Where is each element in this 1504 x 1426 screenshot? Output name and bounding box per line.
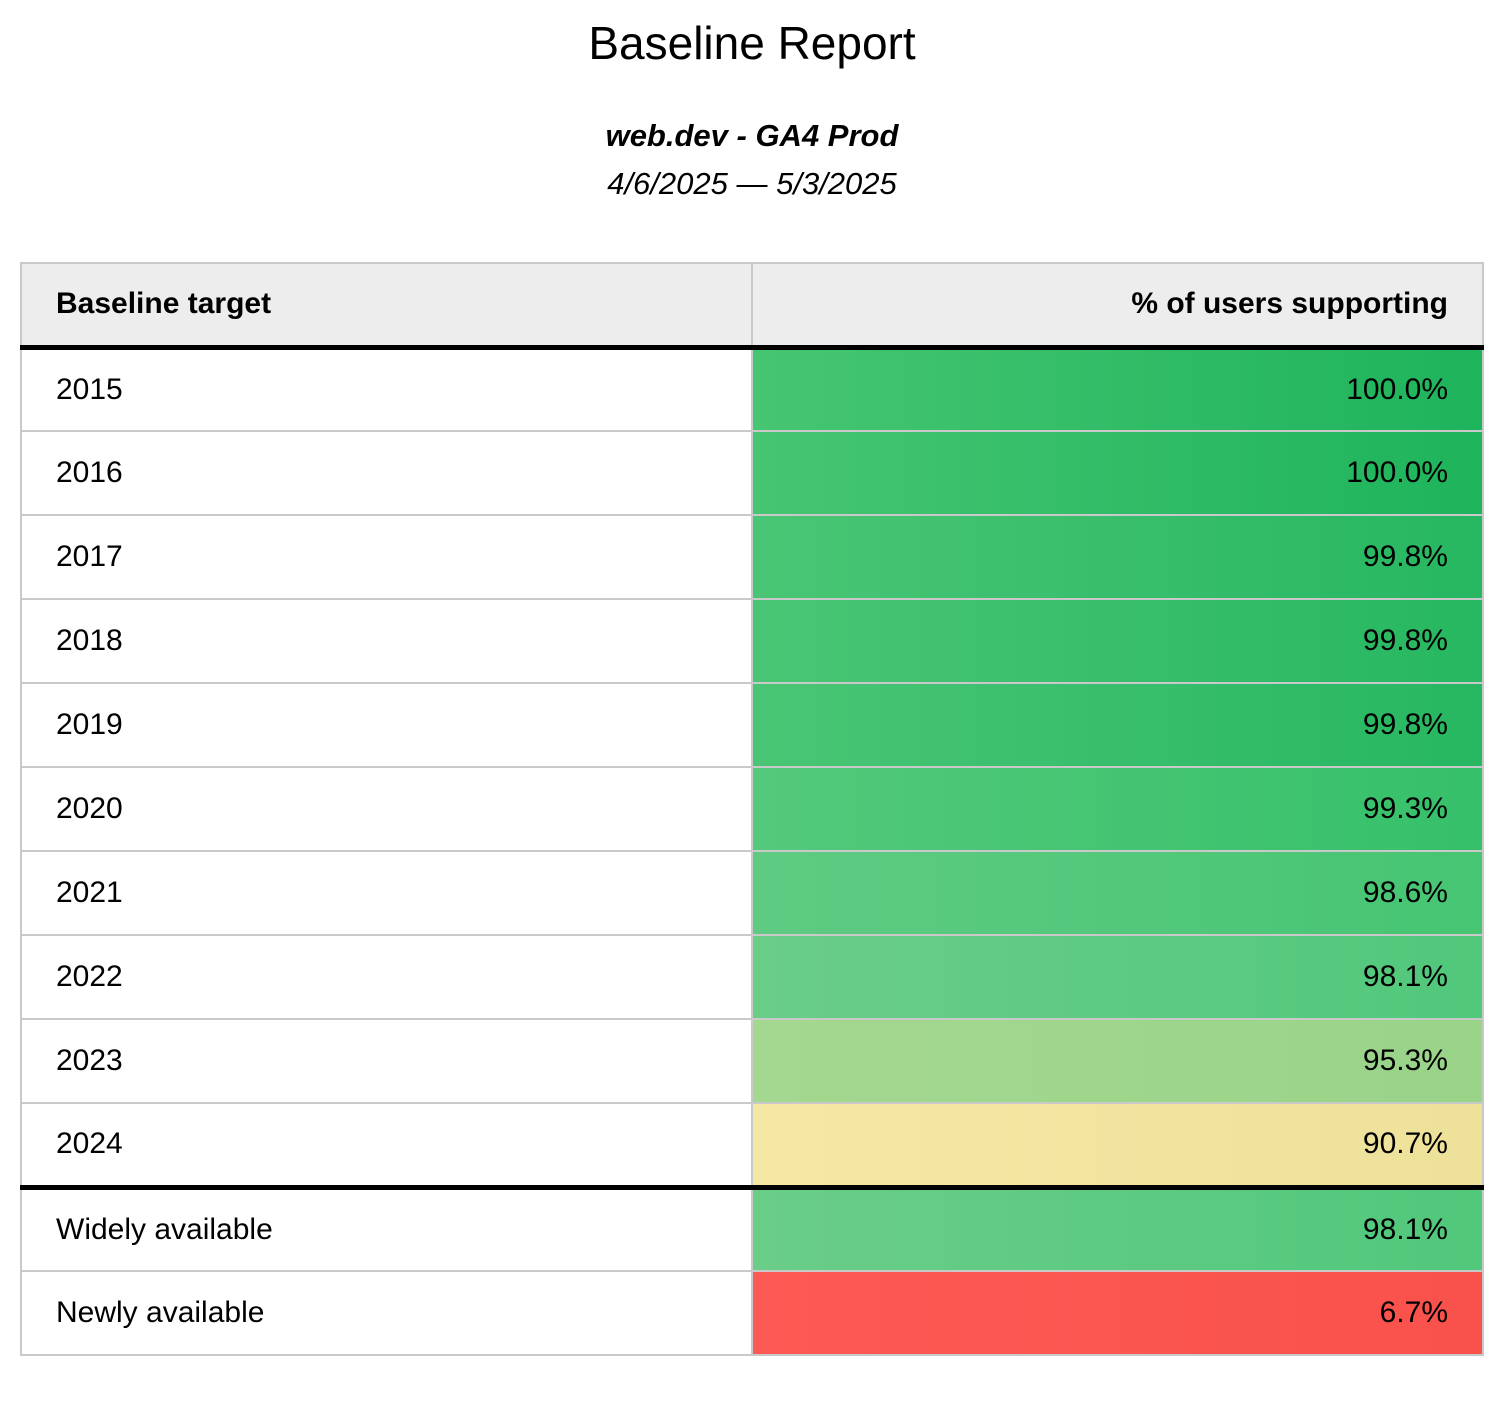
baseline-target-cell: 2023 [20, 1018, 753, 1104]
table-row: 2015 100.0% [20, 346, 1484, 432]
table-row: 2019 99.8% [20, 682, 1484, 768]
baseline-target-cell: Widely available [20, 1184, 753, 1272]
column-header-users-supporting: % of users supporting [751, 262, 1484, 350]
baseline-target-cell: 2024 [20, 1102, 753, 1188]
users-supporting-cell: 99.8% [751, 598, 1484, 684]
baseline-target-cell: 2017 [20, 514, 753, 600]
table-row: 2024 90.7% [20, 1102, 1484, 1188]
users-supporting-cell: 90.7% [751, 1102, 1484, 1188]
table-row: 2020 99.3% [20, 766, 1484, 852]
table-row: 2023 95.3% [20, 1018, 1484, 1104]
baseline-target-cell: 2022 [20, 934, 753, 1020]
baseline-target-cell: Newly available [20, 1270, 753, 1356]
users-supporting-cell: 98.1% [751, 1184, 1484, 1272]
table-row: 2017 99.8% [20, 514, 1484, 600]
users-supporting-cell: 6.7% [751, 1270, 1484, 1356]
users-supporting-cell: 100.0% [751, 346, 1484, 432]
table-row-newly-available: Newly available 6.7% [20, 1270, 1484, 1356]
page-title: Baseline Report [588, 17, 916, 69]
table-header-row: Baseline target % of users supporting [20, 262, 1484, 350]
users-supporting-cell: 98.6% [751, 850, 1484, 936]
users-supporting-cell: 98.1% [751, 934, 1484, 1020]
users-supporting-cell: 100.0% [751, 430, 1484, 516]
baseline-target-cell: 2016 [20, 430, 753, 516]
users-supporting-cell: 95.3% [751, 1018, 1484, 1104]
table-row: 2021 98.6% [20, 850, 1484, 936]
baseline-table: Baseline target % of users supporting 20… [20, 262, 1484, 1356]
baseline-target-cell: 2019 [20, 682, 753, 768]
users-supporting-cell: 99.8% [751, 682, 1484, 768]
baseline-target-cell: 2021 [20, 850, 753, 936]
users-supporting-cell: 99.8% [751, 514, 1484, 600]
baseline-target-cell: 2018 [20, 598, 753, 684]
report-date-range: 4/6/2025 — 5/3/2025 [607, 166, 897, 201]
baseline-target-cell: 2020 [20, 766, 753, 852]
table-row: 2016 100.0% [20, 430, 1484, 516]
column-header-baseline-target: Baseline target [20, 262, 753, 350]
table-row-widely-available: Widely available 98.1% [20, 1184, 1484, 1272]
report-subtitle: web.dev - GA4 Prod [605, 118, 899, 153]
table-row: 2022 98.1% [20, 934, 1484, 1020]
table-row: 2018 99.8% [20, 598, 1484, 684]
baseline-target-cell: 2015 [20, 346, 753, 432]
users-supporting-cell: 99.3% [751, 766, 1484, 852]
